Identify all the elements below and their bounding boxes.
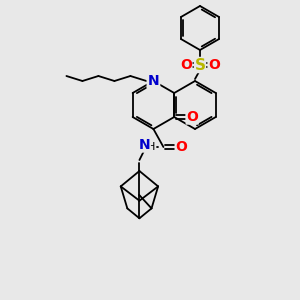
Text: N: N	[148, 74, 159, 88]
Text: O: O	[180, 58, 192, 72]
Text: O: O	[186, 110, 198, 124]
Text: S: S	[194, 58, 206, 73]
Text: N: N	[139, 138, 150, 152]
Text: H: H	[147, 142, 156, 152]
Text: O: O	[208, 58, 220, 72]
Text: O: O	[176, 140, 188, 154]
